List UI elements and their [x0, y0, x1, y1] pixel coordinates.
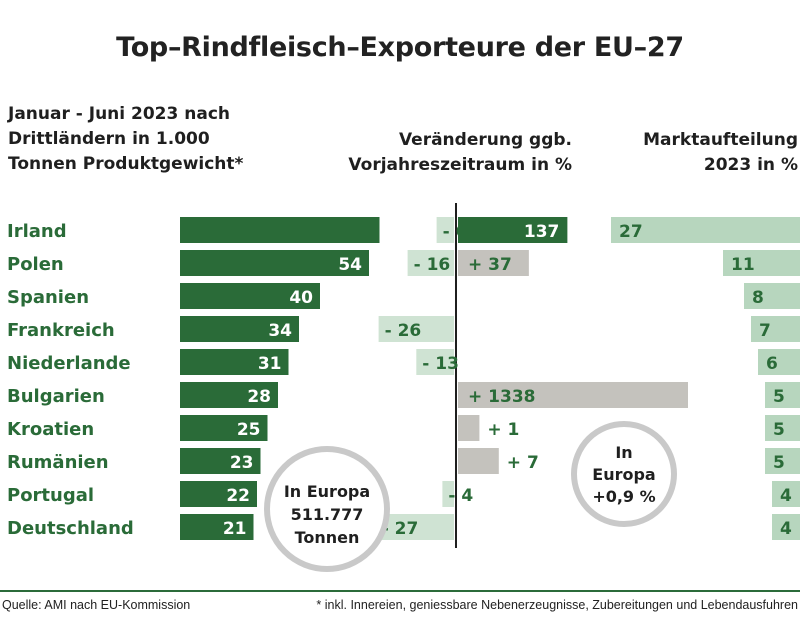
share-label-kroatien: 5 — [773, 420, 785, 440]
change-positive-label-irland: 137 — [524, 222, 560, 242]
change-positive-label-bulgarien: + 1338 — [468, 387, 535, 407]
change-negative-label-frankreich: - 26 — [385, 321, 422, 341]
share-label-spanien: 8 — [752, 288, 764, 308]
share-bar-rumaenien — [765, 448, 800, 474]
volume-bar-deutschland — [180, 514, 254, 540]
volume-label-rumaenien: 23 — [230, 453, 254, 473]
share-label-polen: 11 — [731, 255, 755, 275]
footer-divider — [0, 590, 800, 592]
header-share: Marktaufteilung 2023 in % — [643, 128, 798, 178]
change-negative-bar-niederlande — [416, 349, 454, 375]
volume-label-polen: 54 — [338, 255, 362, 275]
share-label-irland: 27 — [619, 222, 643, 242]
country-label-rumaenien: Rumänien — [7, 452, 109, 473]
share-label-rumaenien: 5 — [773, 453, 785, 473]
change-negative-bar-irland — [436, 217, 454, 243]
volume-bar-spanien — [180, 283, 320, 309]
header-change-line-1: Veränderung ggb. — [398, 130, 572, 150]
change-negative-bar-portugal — [442, 481, 454, 507]
change-negative-bar-frankreich — [378, 316, 454, 342]
country-label-polen: Polen — [7, 254, 64, 275]
share-bar-bulgarien — [765, 382, 800, 408]
header-change-line-2: Vorjahreszeitraum in % — [348, 155, 572, 175]
change-positive-label-rumaenien: + 7 — [507, 453, 539, 473]
share-bar-portugal — [772, 481, 800, 507]
share-bar-irland — [611, 217, 800, 243]
volume-bar-polen — [180, 250, 369, 276]
volume-label-frankreich: 34 — [268, 321, 292, 341]
header-share-line-2: 2023 in % — [703, 155, 798, 175]
header-volume-line-1: Januar - Juni 2023 nach — [8, 104, 231, 124]
volume-bar-portugal — [180, 481, 257, 507]
volume-bar-niederlande — [180, 349, 289, 375]
share-bar-deutschland — [772, 514, 800, 540]
change-negative-label-deutschland: - 27 — [382, 519, 419, 539]
change-positive-label-kroatien: + 1 — [487, 420, 519, 440]
share-bar-niederlande — [758, 349, 800, 375]
total-circle — [264, 446, 390, 572]
change-negative-label-polen: - 16 — [414, 255, 451, 275]
change-negative-bar-polen — [407, 250, 454, 276]
footer-source: Quelle: AMI nach EU-Kommission — [2, 598, 191, 612]
change-circle-line-2: Europa — [592, 465, 655, 484]
share-label-portugal: 4 — [780, 486, 792, 506]
change-negative-label-niederlande: - 13 — [422, 354, 459, 374]
volume-label-niederlande: 31 — [258, 354, 282, 374]
country-label-irland: Irland — [7, 221, 67, 242]
volume-label-bulgarien: 28 — [247, 387, 271, 407]
volume-label-deutschland: 21 — [223, 519, 247, 539]
volume-bar-bulgarien — [180, 382, 278, 408]
volume-bar-frankreich — [180, 316, 299, 342]
total-circle-line-1: In Europa — [284, 482, 370, 501]
share-bar-kroatien — [765, 415, 800, 441]
change-positive-bar-kroatien — [458, 415, 480, 441]
footer-note: * inkl. Innereien, geniessbare Nebenerze… — [316, 598, 798, 612]
header-change: Veränderung ggb. Vorjahreszeitraum in % — [348, 128, 572, 178]
change-positive-bar-bulgarien — [458, 382, 688, 408]
share-label-niederlande: 6 — [766, 354, 778, 374]
header-volume-line-3: Tonnen Produktgewicht* — [8, 154, 244, 174]
country-label-kroatien: Kroatien — [7, 419, 94, 440]
share-label-bulgarien: 5 — [773, 387, 785, 407]
volume-label-spanien: 40 — [289, 288, 313, 308]
country-label-deutschland: Deutschland — [7, 518, 134, 539]
change-circle-line-1: In — [615, 443, 632, 462]
header-volume-line-2: Drittländern in 1.000 — [8, 129, 210, 149]
share-label-frankreich: 7 — [759, 321, 771, 341]
total-circle-line-2: 511.777 — [291, 505, 364, 524]
change-positive-label-polen: + 37 — [468, 255, 512, 275]
country-label-spanien: Spanien — [7, 287, 89, 308]
country-label-frankreich: Frankreich — [7, 320, 115, 341]
volume-bar-rumaenien — [180, 448, 261, 474]
volume-bar-irland — [180, 217, 380, 243]
volume-label-portugal: 22 — [226, 486, 250, 506]
country-label-niederlande: Niederlande — [7, 353, 131, 374]
country-label-portugal: Portugal — [7, 485, 94, 506]
header-volume: Januar - Juni 2023 nach Drittländern in … — [8, 102, 243, 177]
total-circle-line-3: Tonnen — [295, 528, 360, 547]
change-positive-bar-polen — [458, 250, 529, 276]
share-label-deutschland: 4 — [780, 519, 792, 539]
change-circle-line-3: +0,9 % — [592, 487, 655, 506]
header-share-line-1: Marktaufteilung — [643, 130, 798, 150]
country-label-bulgarien: Bulgarien — [7, 386, 105, 407]
volume-bar-kroatien — [180, 415, 268, 441]
change-negative-label-portugal: - 4 — [448, 486, 473, 506]
change-circle — [571, 421, 677, 527]
volume-label-kroatien: 25 — [237, 420, 261, 440]
share-bar-spanien — [744, 283, 800, 309]
change-positive-bar-rumaenien — [458, 448, 499, 474]
chart-title: Top–Rindfleisch–Exporteure der EU–27 — [116, 32, 684, 63]
share-bar-polen — [723, 250, 800, 276]
change-positive-bar-irland — [458, 217, 568, 243]
share-bar-frankreich — [751, 316, 800, 342]
